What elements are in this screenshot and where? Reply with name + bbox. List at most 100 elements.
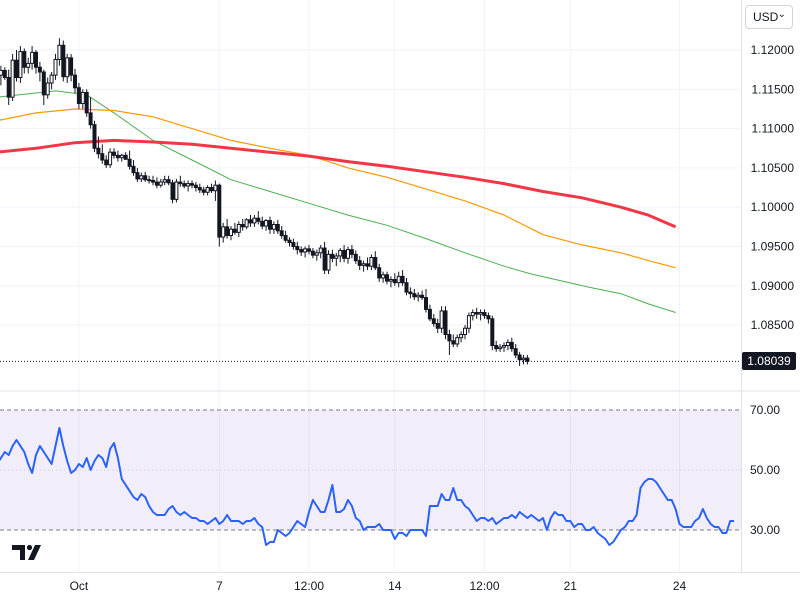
candle-body bbox=[18, 51, 23, 79]
candle bbox=[182, 180, 187, 189]
candle-body bbox=[361, 263, 366, 266]
candle-body bbox=[162, 179, 167, 183]
candle-body bbox=[400, 275, 405, 284]
candle bbox=[123, 152, 128, 161]
candle bbox=[131, 160, 136, 176]
price-tick-label: 1.10000 bbox=[751, 200, 795, 214]
candle bbox=[115, 150, 120, 162]
candle-body bbox=[221, 226, 226, 238]
candle bbox=[447, 329, 452, 355]
candle-body bbox=[275, 223, 280, 232]
candle bbox=[303, 246, 308, 258]
candle bbox=[466, 312, 471, 333]
candle bbox=[65, 53, 70, 84]
candle-body bbox=[197, 187, 202, 191]
candle bbox=[178, 175, 183, 187]
currency-selector[interactable]: USD ⌄ bbox=[745, 5, 793, 29]
candle-body bbox=[463, 327, 467, 336]
time-tick-label: 12:00 bbox=[469, 579, 499, 593]
candle-body bbox=[190, 183, 194, 186]
candle-body bbox=[303, 248, 308, 253]
candle-body bbox=[264, 220, 269, 227]
candle-body bbox=[252, 217, 257, 224]
candle-body bbox=[61, 44, 66, 78]
candle-body bbox=[326, 253, 331, 271]
candle-body bbox=[287, 239, 292, 244]
candle-body bbox=[268, 220, 272, 230]
grid bbox=[0, 0, 741, 572]
price-tick-label: 1.09000 bbox=[751, 279, 795, 293]
candle bbox=[162, 175, 167, 186]
candle-body bbox=[322, 247, 327, 271]
candle-body bbox=[244, 219, 249, 228]
time-tick-label: Oct bbox=[70, 579, 89, 593]
time-tick-label: 24 bbox=[673, 579, 687, 593]
candle bbox=[392, 273, 397, 286]
candle-body bbox=[80, 91, 85, 104]
candle bbox=[369, 254, 374, 271]
candle bbox=[100, 144, 105, 164]
ma-fast-line bbox=[0, 90, 676, 313]
candle bbox=[260, 216, 265, 230]
candle bbox=[455, 334, 460, 348]
candle-body bbox=[443, 310, 448, 336]
candle bbox=[26, 57, 31, 74]
candle-body bbox=[166, 179, 171, 184]
candle-body bbox=[451, 340, 456, 345]
candle bbox=[209, 183, 214, 194]
candle-body bbox=[45, 82, 50, 96]
candle-body bbox=[225, 226, 230, 236]
candle bbox=[463, 325, 467, 340]
candle bbox=[377, 263, 382, 282]
candle-body bbox=[205, 187, 210, 193]
candle-body bbox=[396, 275, 401, 284]
candle-body bbox=[502, 345, 506, 348]
candle bbox=[41, 69, 46, 106]
candle-body bbox=[299, 249, 304, 253]
candle bbox=[45, 77, 50, 99]
candle-body bbox=[37, 66, 42, 73]
candle-body bbox=[260, 220, 265, 227]
candle-body bbox=[158, 181, 163, 186]
candle bbox=[112, 148, 116, 159]
candle-body bbox=[53, 58, 58, 76]
candle-body bbox=[283, 234, 288, 241]
candle bbox=[427, 304, 432, 322]
candle bbox=[330, 249, 335, 263]
candle bbox=[76, 83, 81, 109]
candle-body bbox=[338, 249, 343, 257]
candle bbox=[349, 244, 354, 259]
candle-body bbox=[439, 310, 444, 329]
candle bbox=[416, 292, 421, 302]
candle bbox=[412, 288, 417, 300]
tradingview-logo-icon[interactable] bbox=[11, 542, 45, 562]
candle-body bbox=[151, 179, 155, 183]
candle bbox=[57, 38, 62, 66]
candle-body bbox=[455, 337, 460, 345]
candle-body bbox=[486, 315, 491, 320]
candle bbox=[279, 226, 284, 239]
candle-body bbox=[232, 228, 237, 233]
candle-body bbox=[388, 279, 393, 282]
candle bbox=[291, 238, 296, 250]
candles bbox=[0, 38, 530, 366]
candle-body bbox=[256, 217, 261, 222]
candle-body bbox=[381, 274, 386, 279]
candle-body bbox=[229, 228, 233, 236]
candle bbox=[30, 46, 35, 70]
candle bbox=[174, 178, 179, 203]
candle bbox=[470, 309, 475, 321]
candle-body bbox=[30, 51, 35, 64]
candle bbox=[299, 246, 304, 256]
candle-body bbox=[73, 74, 77, 89]
candle bbox=[326, 250, 331, 275]
candle-body bbox=[248, 219, 253, 224]
candle bbox=[104, 155, 109, 168]
candle bbox=[197, 183, 202, 194]
candle bbox=[400, 270, 405, 286]
candle-body bbox=[474, 312, 479, 315]
candle-body bbox=[6, 77, 11, 98]
candle-body bbox=[369, 257, 374, 267]
candle-body bbox=[505, 341, 510, 347]
